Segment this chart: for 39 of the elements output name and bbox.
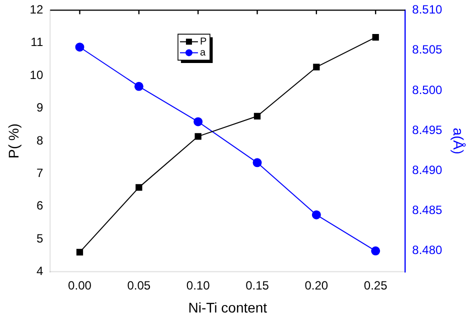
x-tick-label: 0.10 xyxy=(186,278,210,292)
point xyxy=(136,184,142,191)
point xyxy=(372,34,379,41)
y2-tick-label: 8.510 xyxy=(412,2,443,17)
y2-tick-label: 8.490 xyxy=(412,163,443,178)
y-tick-label: 12 xyxy=(30,2,44,17)
y2-axis-title: a(Å) xyxy=(450,128,467,154)
y-tick-label: 11 xyxy=(30,35,44,50)
legend-label: a xyxy=(200,47,206,58)
legend-label: P xyxy=(200,36,207,48)
point xyxy=(313,64,320,70)
y2-tick-label: 8.485 xyxy=(412,203,443,218)
y-tick-label: 4 xyxy=(36,264,44,278)
y-axis-title: P( %) xyxy=(5,124,22,158)
x-tick-label: 0.05 xyxy=(127,278,151,292)
point xyxy=(134,82,144,91)
point xyxy=(194,133,202,140)
y2-tick-label: 8.505 xyxy=(412,42,443,57)
x-axis-title: Ni-Ti content xyxy=(188,299,268,316)
point xyxy=(371,246,380,256)
x-tick-label: 0.00 xyxy=(68,278,92,292)
y2-tick-label: 8.480 xyxy=(412,243,443,258)
point xyxy=(254,112,261,120)
y2-tick-label: 8.495 xyxy=(412,122,443,137)
y2-tick-label: 8.500 xyxy=(412,82,443,97)
y-tick-label: 9 xyxy=(36,100,44,115)
x-tick-label: 0.25 xyxy=(364,278,388,292)
x-tick-label: 0.20 xyxy=(304,278,328,292)
point xyxy=(194,117,203,126)
y-tick-label: 8 xyxy=(36,133,44,148)
y-tick-label: 10 xyxy=(30,68,44,82)
point xyxy=(312,210,321,220)
y-tick-label: 6 xyxy=(36,198,44,213)
point xyxy=(252,158,262,168)
point xyxy=(76,248,84,256)
point xyxy=(75,42,84,52)
x-tick-label: 0.15 xyxy=(246,278,270,292)
y-tick-label: 5 xyxy=(36,231,44,246)
y-tick-label: 7 xyxy=(36,166,44,180)
